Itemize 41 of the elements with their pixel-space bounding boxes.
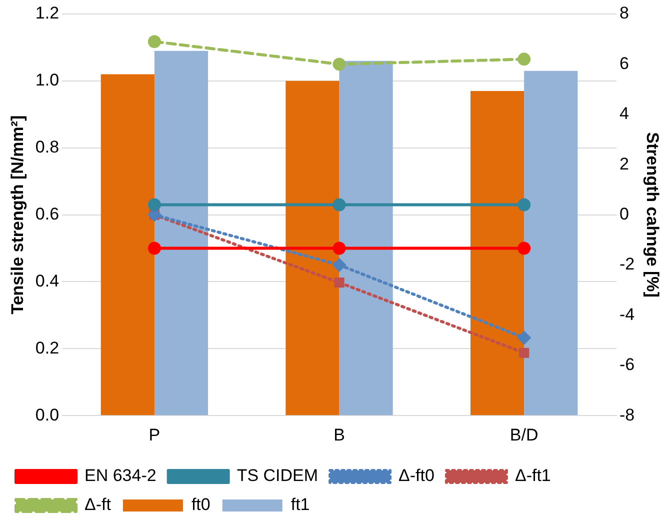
y-axis-title: Tensile strength [N/mm²] <box>8 115 27 314</box>
y2-tick-label: 8 <box>619 4 629 23</box>
point <box>518 52 531 66</box>
point <box>332 258 346 272</box>
y-tick-label: 1.2 <box>35 4 60 23</box>
y2-tick-label: 2 <box>619 154 629 174</box>
legend-label: ft0 <box>191 495 210 514</box>
bar <box>100 74 154 416</box>
legend-label: Δ-ft <box>84 495 112 514</box>
y2-tick-label: -2 <box>619 254 635 274</box>
bar <box>524 70 578 416</box>
bar <box>154 50 208 416</box>
y-tick-label: 0.2 <box>35 338 60 358</box>
point <box>519 348 530 358</box>
x-tick-label: B <box>334 425 345 444</box>
point <box>334 278 344 288</box>
legend-label: Δ-ft1 <box>514 466 551 486</box>
y2-tick-label: 6 <box>619 54 629 73</box>
bar <box>339 60 393 416</box>
point <box>332 58 346 71</box>
y-tick-label: 0.0 <box>35 405 60 424</box>
point <box>148 35 161 48</box>
y2-axis-title: Strength cahnge [%] <box>643 132 662 298</box>
legend-label: Δ-ft0 <box>398 466 434 486</box>
bar <box>470 90 524 416</box>
y-tick-label: 0.6 <box>35 204 60 224</box>
y2-tick-label: -4 <box>619 304 635 324</box>
point <box>518 331 531 344</box>
legend-label: ft1 <box>290 495 310 514</box>
y-tick-label: 1.0 <box>35 70 60 90</box>
y2-tick-label: -8 <box>619 405 635 424</box>
bar <box>286 80 340 416</box>
x-tick-label: P <box>148 425 160 444</box>
y-tick-label: 0.4 <box>35 271 60 290</box>
x-tick-label: B/D <box>510 425 538 444</box>
y2-tick-label: 4 <box>619 104 629 124</box>
y2-tick-label: -6 <box>619 355 635 374</box>
legend-label: EN 634-2 <box>84 466 156 486</box>
y-tick-label: 0.8 <box>35 138 60 157</box>
legend-label: TS CIDEM <box>236 466 318 486</box>
y2-tick-label: 0 <box>619 204 629 224</box>
